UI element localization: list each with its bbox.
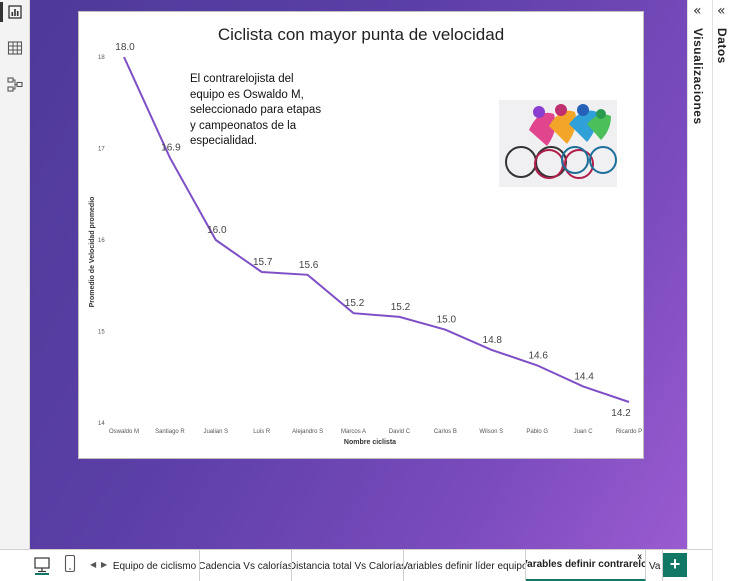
x-axis-title: Nombre ciclista (344, 439, 396, 446)
x-tick-label: David C (389, 429, 411, 435)
y-axis-title: Promedio de Velocidad promedio (89, 197, 96, 308)
desktop-layout-icon[interactable] (34, 555, 50, 575)
x-tick-label: Carlos B (434, 429, 457, 435)
mobile-layout-icon[interactable] (64, 554, 76, 574)
data-pane: « Datos (712, 0, 734, 581)
data-label: 15.6 (299, 260, 319, 271)
data-label: 15.2 (345, 298, 365, 309)
previous-page-icon[interactable]: ◀ (90, 560, 97, 569)
data-label: 15.7 (253, 257, 273, 268)
collapse-data-icon[interactable]: « (717, 3, 726, 19)
visualizations-pane: « Visualizaciones (687, 0, 712, 549)
series-line[interactable] (123, 56, 630, 403)
y-tick-label: 15 (98, 330, 105, 336)
line-chart-visual[interactable]: Ciclista con mayor punta de velocidad No… (79, 12, 643, 458)
add-page-button[interactable]: + (663, 553, 687, 577)
tab-truncated[interactable]: Va (646, 550, 663, 581)
model-view-icon[interactable] (6, 76, 24, 94)
x-tick-label: Alejandro S (292, 429, 323, 435)
x-tick-label: Luis R (253, 429, 271, 435)
x-tick-label: Wilson S (479, 429, 503, 435)
report-view-icon[interactable] (6, 3, 24, 21)
page-tab-bar: ◀ ▶ Equipo de ciclismo Cadencia Vs calor… (0, 549, 712, 581)
close-tab-icon[interactable]: x (637, 552, 642, 561)
data-label: 15.0 (437, 315, 457, 326)
y-tick-label: 17 (98, 147, 105, 153)
data-label: 16.9 (161, 143, 181, 154)
table-view-icon[interactable] (6, 39, 24, 57)
y-tick-label: 14 (98, 421, 105, 427)
data-label: 16.0 (207, 225, 227, 236)
tab-varables-definir-contrareloj[interactable]: Varables definir contrareloj x (526, 550, 646, 581)
chart-title: Ciclista con mayor punta de velocidad (218, 25, 504, 44)
active-view-indicator (0, 2, 3, 22)
x-axis-ticks: Oswaldo M Santiago R Jualian S Luis R Alejan… (109, 429, 642, 435)
tab-distancia-total-vs-calorias[interactable]: Distancia total Vs Calorías (292, 550, 404, 581)
y-tick-label: 16 (98, 238, 105, 244)
tab-equipo-de-ciclismo[interactable]: Equipo de ciclismo (110, 550, 200, 581)
y-tick-label: 18 (98, 55, 105, 61)
x-tick-label: Marcos A (341, 429, 366, 435)
cyclists-image[interactable] (499, 100, 617, 187)
data-pane-title[interactable]: Datos (715, 28, 729, 64)
x-tick-label: Oswaldo M (109, 429, 139, 435)
x-tick-label: Jualian S (203, 429, 228, 435)
data-label: 18.0 (115, 42, 135, 53)
data-label: 14.6 (528, 350, 548, 361)
line-chart: Ciclista con mayor punta de velocidad No… (89, 25, 642, 446)
x-tick-label: Ricardo P (616, 429, 642, 435)
tab-cadencia-vs-calorias[interactable]: Cadencia Vs calorías (200, 550, 292, 581)
data-label: 15.2 (391, 302, 411, 313)
view-rail (0, 0, 30, 549)
collapse-visualizations-icon[interactable]: « (693, 3, 702, 19)
x-tick-label: Santiago R (155, 429, 185, 435)
y-axis-ticks: 14 15 16 17 18 (98, 55, 105, 427)
annotation-textbox[interactable]: El contrarelojista del equipo es Oswaldo… (186, 69, 330, 149)
x-tick-label: Pablo G (526, 429, 548, 435)
data-label: 14.2 (611, 408, 631, 419)
tab-variables-definir-lider-equipo[interactable]: Variables definir líder equipo (404, 550, 526, 581)
data-label: 14.4 (574, 371, 594, 382)
data-label: 14.8 (483, 335, 503, 346)
x-tick-label: Juan C (574, 429, 594, 435)
cyclists-illustration-icon (499, 100, 617, 187)
data-labels: 18.0 16.9 16.0 15.7 15.6 15.2 15.2 15.0 14.8 14.6… (115, 42, 631, 419)
next-page-icon[interactable]: ▶ (101, 560, 108, 569)
visualizations-pane-title[interactable]: Visualizaciones (691, 28, 705, 125)
